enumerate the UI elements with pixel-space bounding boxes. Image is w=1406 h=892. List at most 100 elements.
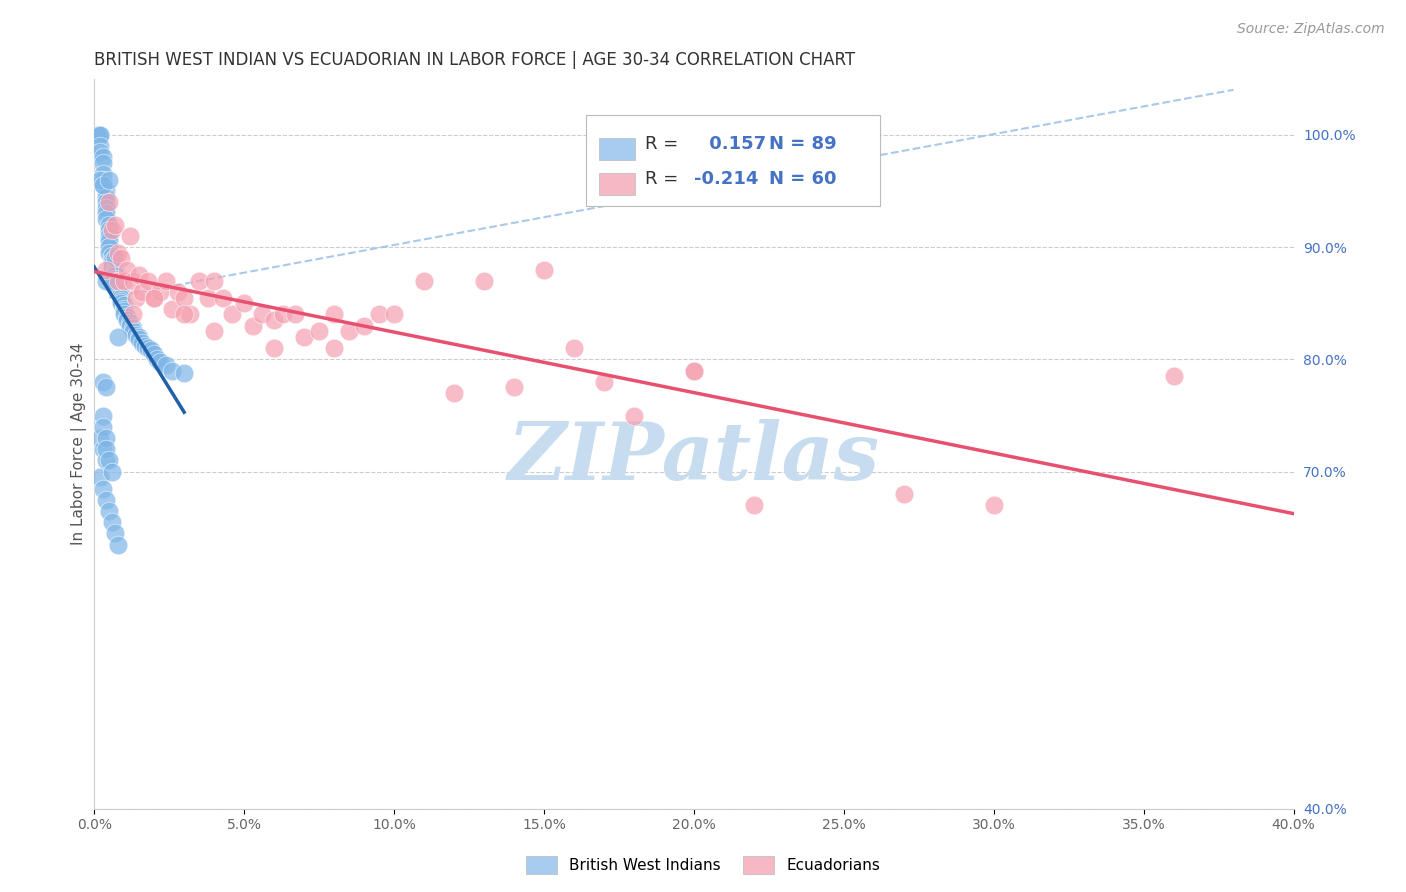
Point: [179, 308, 201, 322]
Point: [104, 271, 127, 285]
Text: ZIPatlas: ZIPatlas: [508, 419, 880, 497]
Point: [131, 335, 153, 350]
Point: [533, 262, 555, 277]
Point: [337, 324, 360, 338]
Point: [112, 304, 135, 318]
Point: [96, 189, 118, 203]
Point: [89, 431, 111, 445]
Point: [202, 274, 225, 288]
Point: [112, 298, 135, 312]
Text: BRITISH WEST INDIAN VS ECUADORIAN IN LABOR FORCE | AGE 30-34 CORRELATION CHART: BRITISH WEST INDIAN VS ECUADORIAN IN LAB…: [94, 51, 855, 69]
Legend: British West Indians, Ecuadorians: British West Indians, Ecuadorians: [520, 850, 886, 880]
Point: [263, 313, 285, 327]
Point: [89, 145, 111, 159]
Point: [136, 274, 159, 288]
Point: [91, 172, 114, 186]
Text: R =: R =: [645, 136, 683, 153]
Point: [120, 318, 142, 333]
Point: [104, 262, 127, 277]
Point: [86, 128, 108, 142]
Point: [131, 285, 153, 299]
Point: [101, 465, 124, 479]
Point: [120, 228, 142, 243]
Point: [173, 291, 195, 305]
Point: [128, 332, 150, 346]
Point: [136, 341, 159, 355]
Point: [149, 285, 172, 299]
Point: [91, 167, 114, 181]
Point: [110, 296, 132, 310]
Point: [96, 274, 118, 288]
Point: [233, 296, 256, 310]
Point: [98, 240, 121, 254]
Point: [125, 327, 148, 342]
Point: [91, 409, 114, 423]
Point: [89, 128, 111, 142]
Point: [443, 386, 465, 401]
Point: [742, 499, 765, 513]
Point: [1163, 369, 1185, 384]
Text: N = 60: N = 60: [769, 169, 837, 187]
Point: [167, 285, 190, 299]
Point: [155, 358, 177, 372]
Point: [188, 274, 211, 288]
Point: [271, 308, 294, 322]
Point: [98, 228, 121, 243]
Point: [107, 245, 129, 260]
Point: [104, 268, 127, 282]
Point: [472, 274, 495, 288]
Point: [89, 128, 111, 142]
Point: [122, 308, 145, 322]
Point: [86, 128, 108, 142]
Point: [562, 341, 585, 355]
Y-axis label: In Labor Force | Age 30-34: In Labor Force | Age 30-34: [72, 343, 87, 545]
Point: [242, 318, 264, 333]
Point: [110, 291, 132, 305]
Point: [173, 308, 195, 322]
Point: [107, 538, 129, 552]
Point: [96, 211, 118, 226]
Point: [98, 245, 121, 260]
Point: [96, 380, 118, 394]
Text: -0.214: -0.214: [693, 169, 758, 187]
Point: [173, 366, 195, 380]
Point: [308, 324, 330, 338]
Point: [96, 431, 118, 445]
Text: 0.157: 0.157: [703, 136, 766, 153]
Point: [368, 308, 391, 322]
Point: [983, 499, 1005, 513]
Point: [263, 341, 285, 355]
Point: [160, 363, 183, 377]
Point: [682, 363, 704, 377]
Point: [107, 274, 129, 288]
Point: [101, 274, 124, 288]
Point: [107, 276, 129, 290]
Point: [122, 321, 145, 335]
Point: [96, 262, 118, 277]
Point: [413, 274, 436, 288]
Point: [143, 347, 166, 361]
Point: [96, 442, 118, 457]
Point: [98, 195, 121, 210]
Point: [91, 178, 114, 193]
Point: [98, 218, 121, 232]
FancyBboxPatch shape: [586, 115, 880, 206]
Point: [91, 375, 114, 389]
Point: [91, 442, 114, 457]
Point: [96, 201, 118, 215]
Point: [101, 257, 124, 271]
Point: [91, 482, 114, 496]
Point: [98, 172, 121, 186]
Point: [122, 274, 145, 288]
Point: [107, 279, 129, 293]
Point: [96, 184, 118, 198]
Text: N = 89: N = 89: [769, 136, 837, 153]
Point: [682, 363, 704, 377]
Point: [382, 308, 405, 322]
Point: [110, 287, 132, 301]
Point: [112, 274, 135, 288]
Point: [503, 380, 526, 394]
Point: [96, 195, 118, 210]
Point: [160, 301, 183, 316]
Point: [104, 274, 127, 288]
